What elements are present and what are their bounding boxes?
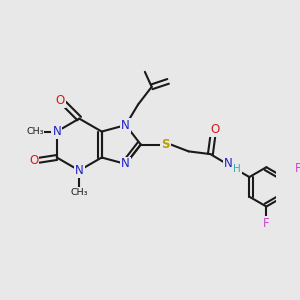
- Text: F: F: [295, 162, 300, 175]
- Text: N: N: [75, 164, 84, 177]
- Text: N: N: [224, 157, 233, 169]
- Text: S: S: [161, 138, 170, 151]
- Text: O: O: [210, 123, 219, 136]
- Text: O: O: [29, 154, 38, 167]
- Text: H: H: [233, 164, 241, 174]
- Text: O: O: [56, 94, 65, 107]
- Text: CH₃: CH₃: [70, 188, 88, 197]
- Text: CH₃: CH₃: [26, 127, 44, 136]
- Text: F: F: [263, 217, 270, 230]
- Text: N: N: [52, 125, 61, 138]
- Text: N: N: [122, 158, 130, 170]
- Text: N: N: [122, 118, 130, 132]
